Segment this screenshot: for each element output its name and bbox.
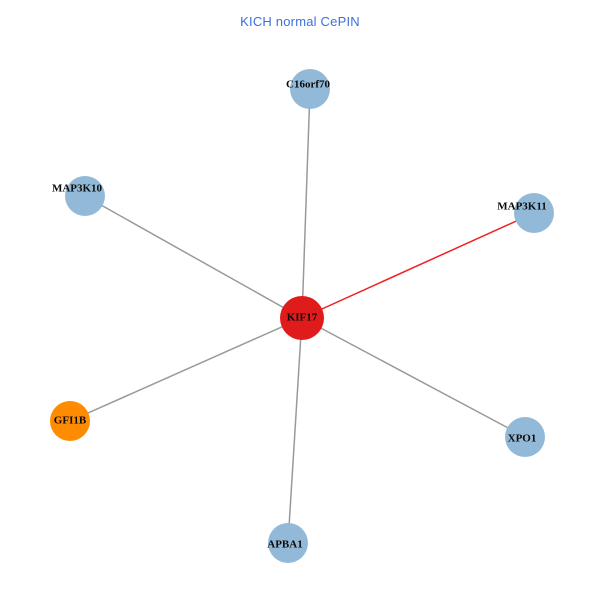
page-title: KICH normal CePIN [240,14,360,29]
edges-layer [69,88,535,544]
node-label-gfi1b: GFI1B [54,415,87,427]
node-label-map3k11: MAP3K11 [497,201,547,213]
edge-kif17-map3k11[interactable] [301,212,535,319]
node-label-c16orf70: C16orf70 [286,79,330,91]
node-gfi1b[interactable] [50,401,90,441]
node-label-kif17: KIF17 [287,312,318,324]
labels-layer: KIF17 C16orf70 MAP3K10 MAP3K11 GFI1B XPO1 APBA… [52,79,547,551]
node-c16orf70[interactable] [290,69,330,109]
node-kif17[interactable] [280,296,324,340]
edge-kif17-apba1[interactable] [287,317,303,544]
edge-kif17-c16orf70[interactable] [301,88,311,319]
node-map3k11[interactable] [514,193,554,233]
node-xpo1[interactable] [505,417,545,457]
node-label-apba1: APBA1 [267,539,302,551]
edge-kif17-map3k10[interactable] [84,195,303,319]
edge-kif17-gfi1b[interactable] [69,317,303,422]
node-map3k10[interactable] [65,176,105,216]
edge-kif17-xpo1[interactable] [301,317,526,438]
node-label-map3k10: MAP3K10 [52,183,103,195]
node-label-xpo1: XPO1 [508,433,537,445]
nodes-layer [50,69,554,563]
node-apba1[interactable] [268,523,308,563]
